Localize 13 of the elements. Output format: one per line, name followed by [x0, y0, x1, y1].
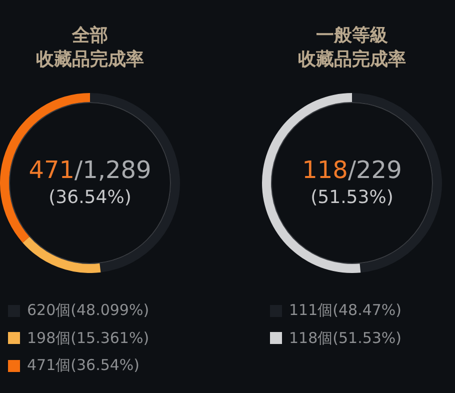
text: (36.54%) — [48, 186, 132, 210]
chart-title: 一般等級 — [315, 24, 389, 48]
text: 118/229 — [301, 155, 403, 185]
chart-subtitle: 收藏品完成率 — [35, 48, 145, 72]
legend-label: 620個(48.099%) — [27, 301, 150, 320]
legend-label: 198個(15.361%) — [27, 328, 150, 348]
legend-label: 111個(48.47%) — [289, 301, 402, 320]
text: 471/1,289 — [28, 155, 152, 185]
chart-title: 全部 — [70, 24, 109, 48]
text: (51.53%) — [310, 186, 394, 210]
legend-label: 118個(51.53%) — [289, 328, 402, 348]
legend-label: 471個(36.54%) — [27, 356, 140, 376]
chart-subtitle: 收藏品完成率 — [297, 48, 407, 72]
